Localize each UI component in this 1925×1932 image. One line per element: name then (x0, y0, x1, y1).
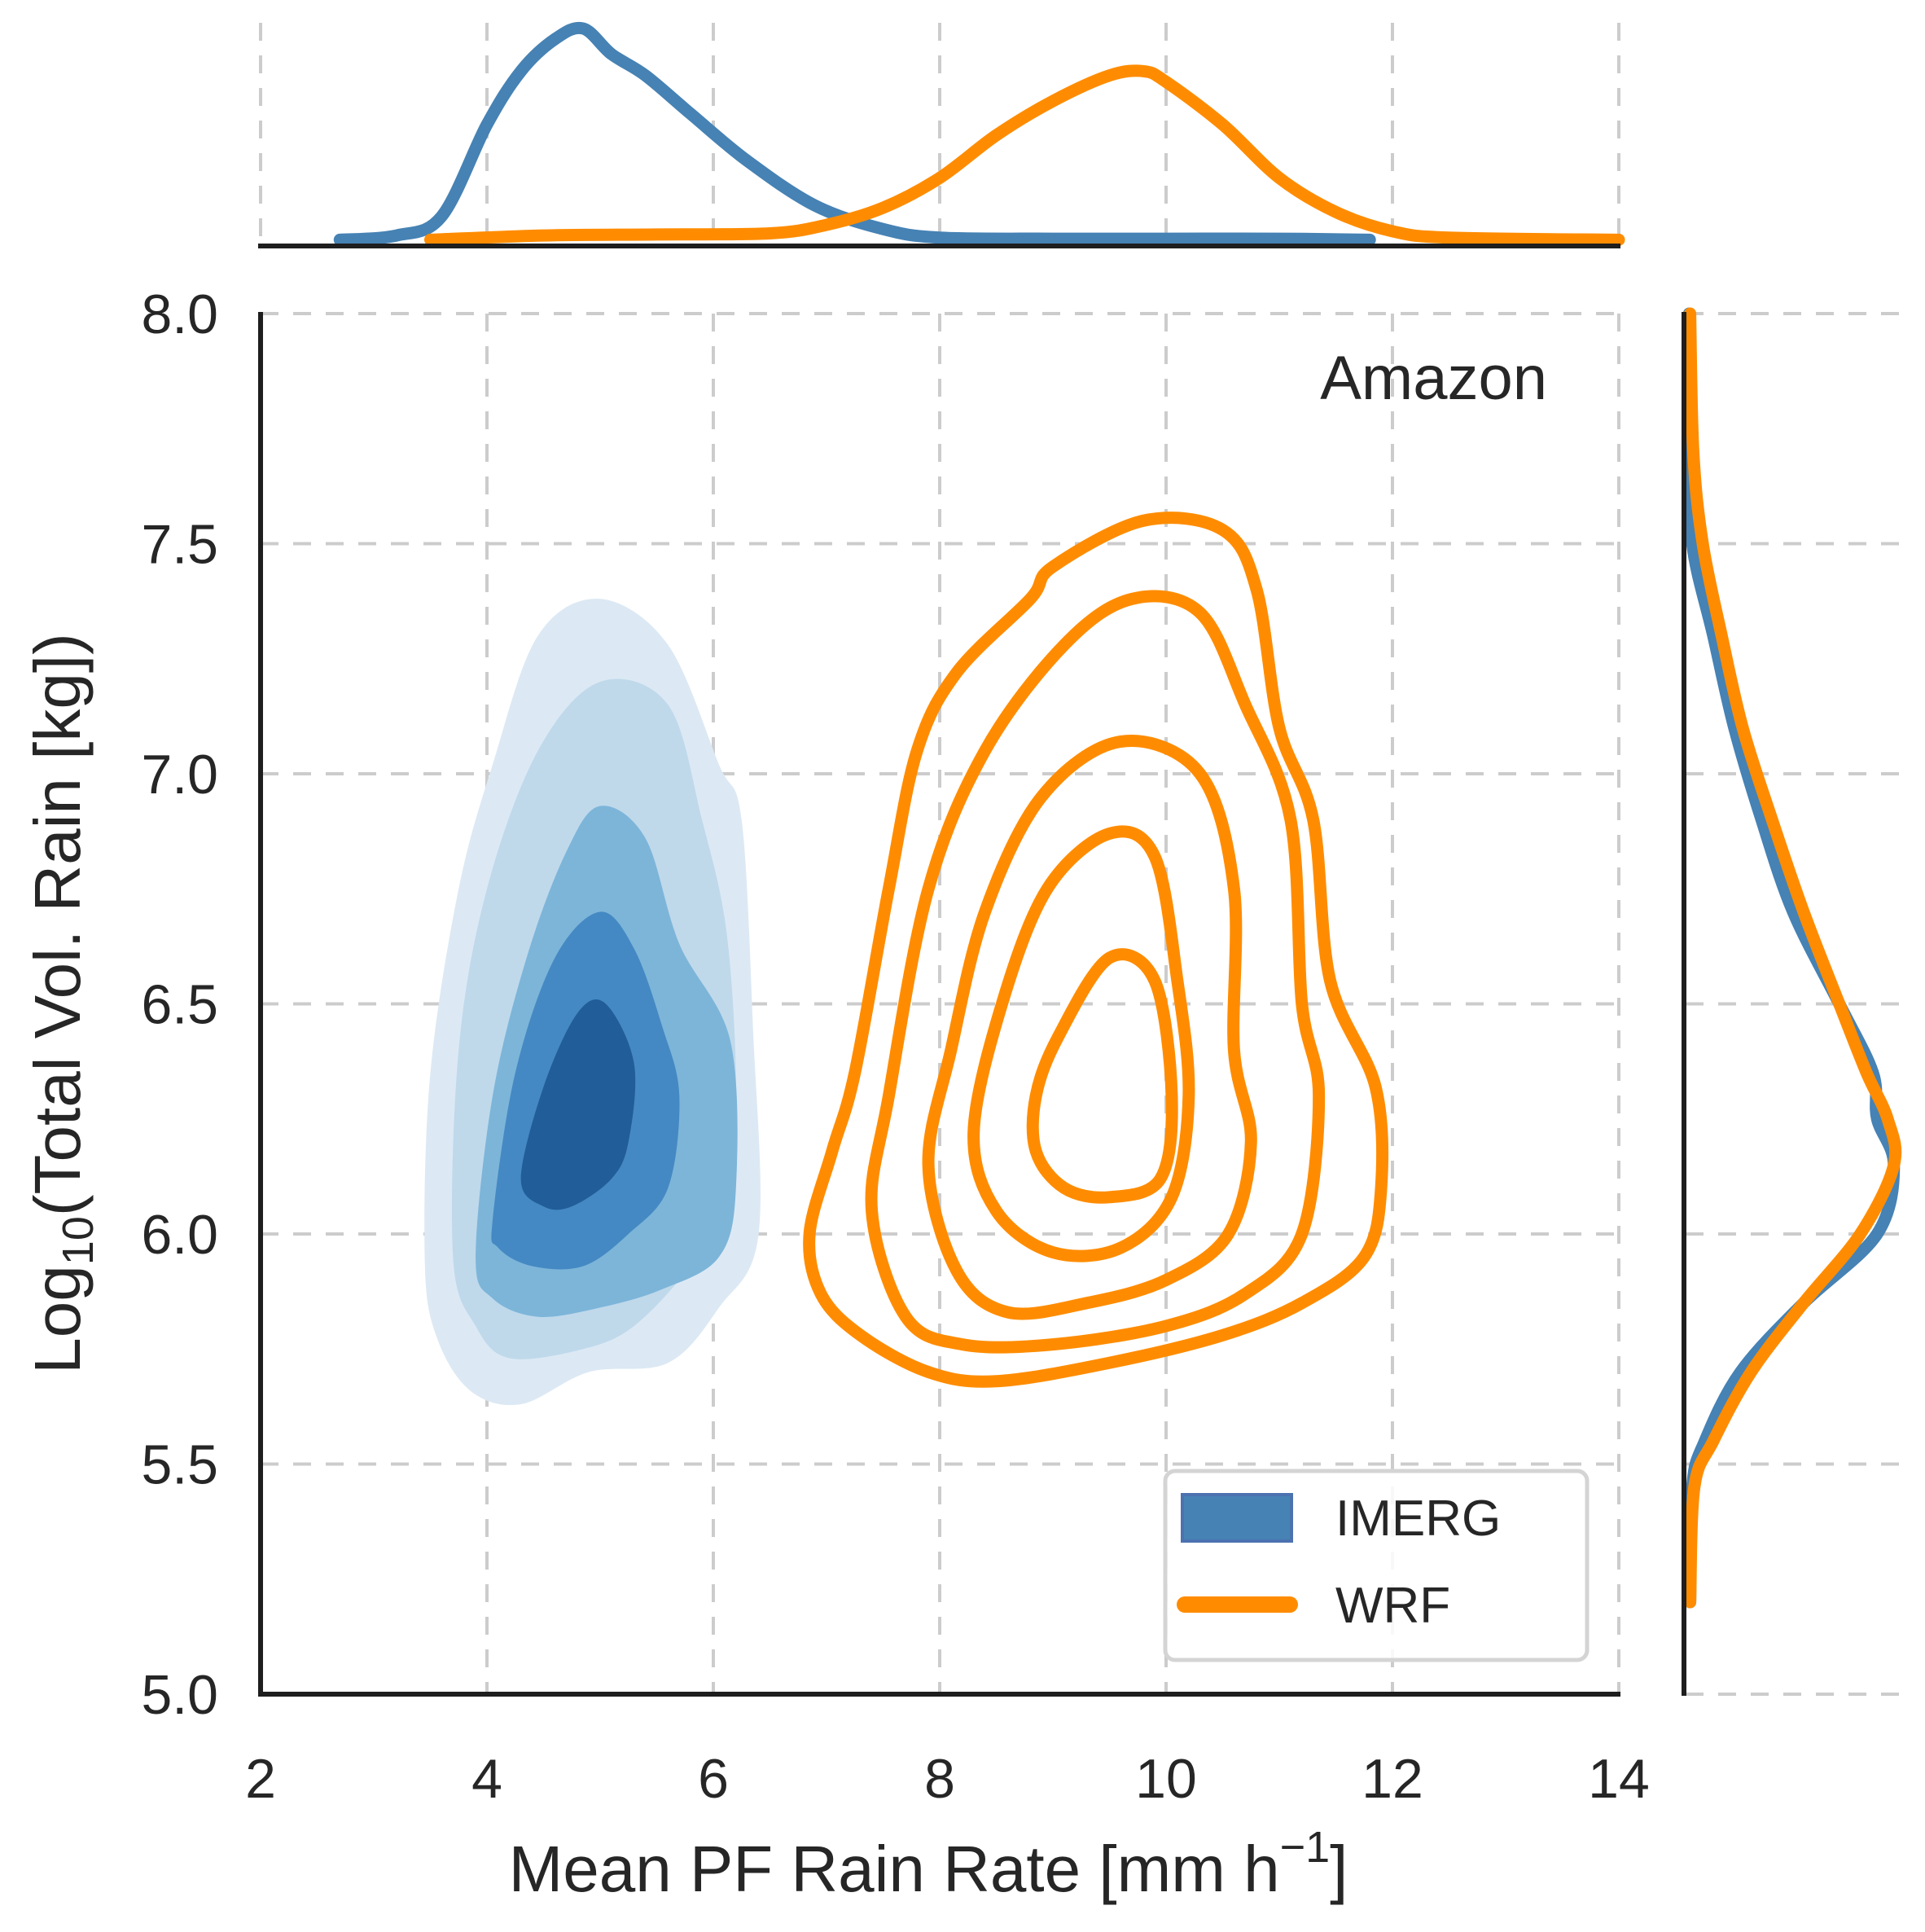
x-tick-label: 6 (698, 1748, 729, 1810)
wrf-contour-level-3 (922, 735, 1257, 1320)
right-kde-imerg (1682, 307, 1901, 1609)
legend-label-imerg: IMERG (1335, 1491, 1501, 1547)
y-tick-label: 7.5 (141, 514, 218, 576)
right-marginal-grid (1686, 312, 1901, 1696)
x-axis-label: Mean PF Rain Rate [mm h−1] (509, 1823, 1348, 1905)
y-axis-label: Log10(Total Vol. Rain [kg]) (21, 633, 103, 1373)
x-tick-label: 14 (1588, 1748, 1650, 1810)
imerg-filled-contours (424, 599, 761, 1406)
wrf-line-contours (803, 512, 1389, 1388)
main-grid (261, 312, 1620, 1694)
top-kde-wrf (424, 64, 1625, 246)
x-tick-label: 8 (924, 1748, 955, 1810)
top-kde-imerg (333, 21, 1376, 246)
wrf-contour-level-1 (803, 512, 1389, 1388)
legend: IMERG WRF (1163, 1469, 1590, 1662)
legend-label-wrf: WRF (1335, 1578, 1450, 1634)
x-tick-label: 12 (1362, 1748, 1423, 1810)
y-tick-labels: 5.0 5.5 6.0 6.5 7.0 7.5 8.0 (141, 283, 218, 1726)
y-tick-label: 8.0 (141, 283, 218, 345)
y-axis-label-subscript: 10 (54, 1216, 103, 1265)
x-axis-label-exponent: −1 (1280, 1823, 1331, 1872)
x-tick-labels: 2 4 6 8 10 12 14 (245, 1748, 1650, 1810)
right-marginal-kde (1682, 307, 1902, 1609)
y-tick-label: 6.5 (141, 974, 218, 1036)
wrf-contour-level-2 (865, 590, 1326, 1354)
wrf-contour-level-5 (1026, 948, 1178, 1204)
imerg-contour-level-5 (520, 999, 636, 1210)
right-kde-wrf (1684, 307, 1902, 1609)
y-tick-label: 6.0 (141, 1204, 218, 1266)
y-tick-label: 5.0 (141, 1664, 218, 1726)
top-marginal-kde (333, 21, 1625, 246)
legend-swatch-imerg (1181, 1493, 1293, 1543)
y-tick-label: 7.0 (141, 744, 218, 806)
y-tick-label: 5.5 (141, 1434, 218, 1496)
region-annotation: Amazon (1320, 344, 1547, 413)
top-marginal-grid (259, 23, 1620, 244)
x-tick-label: 4 (471, 1748, 502, 1810)
x-tick-label: 2 (245, 1748, 276, 1810)
x-tick-label: 10 (1135, 1748, 1197, 1810)
wrf-contour-level-4 (967, 825, 1195, 1262)
